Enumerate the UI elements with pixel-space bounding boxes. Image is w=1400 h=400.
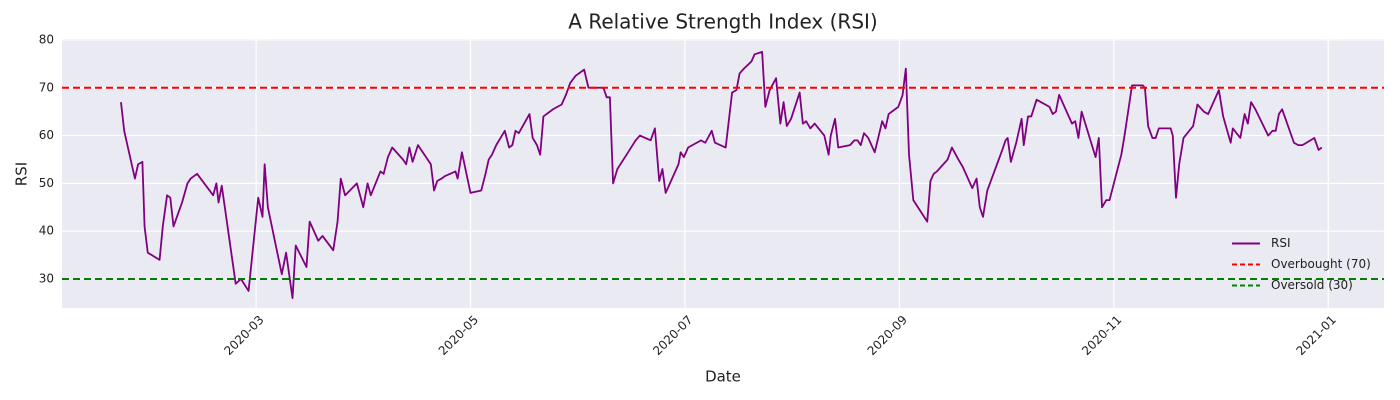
y-tick-label: 80	[39, 32, 54, 46]
marks	[62, 51, 1384, 299]
legend-label: Oversold (30)	[1271, 278, 1353, 292]
plot-area	[62, 39, 1384, 308]
x-tick-label: 2020-11	[1079, 313, 1124, 358]
x-tick-label: 2020-03	[221, 313, 266, 358]
x-tick-label: 2021-01	[1293, 313, 1338, 358]
legend-label: Overbought (70)	[1271, 257, 1371, 271]
y-tick-label: 30	[39, 271, 54, 285]
x-tick-label: 2020-09	[865, 313, 910, 358]
x-axis-label: Date	[705, 368, 741, 386]
y-tick-label: 60	[39, 128, 54, 142]
y-tick-label: 40	[39, 224, 54, 238]
legend: RSI Overbought (70) Oversold (30)	[1232, 236, 1371, 292]
y-tick-label: 70	[39, 80, 54, 94]
chart-title: A Relative Strength Index (RSI)	[568, 10, 877, 34]
rsi-line	[120, 51, 1323, 299]
y-tick-label: 50	[39, 176, 54, 190]
x-tick-label: 2020-05	[436, 313, 481, 358]
y-axis-label: RSI	[13, 162, 31, 186]
x-tick-label: 2020-07	[650, 313, 695, 358]
legend-label: RSI	[1271, 236, 1291, 250]
